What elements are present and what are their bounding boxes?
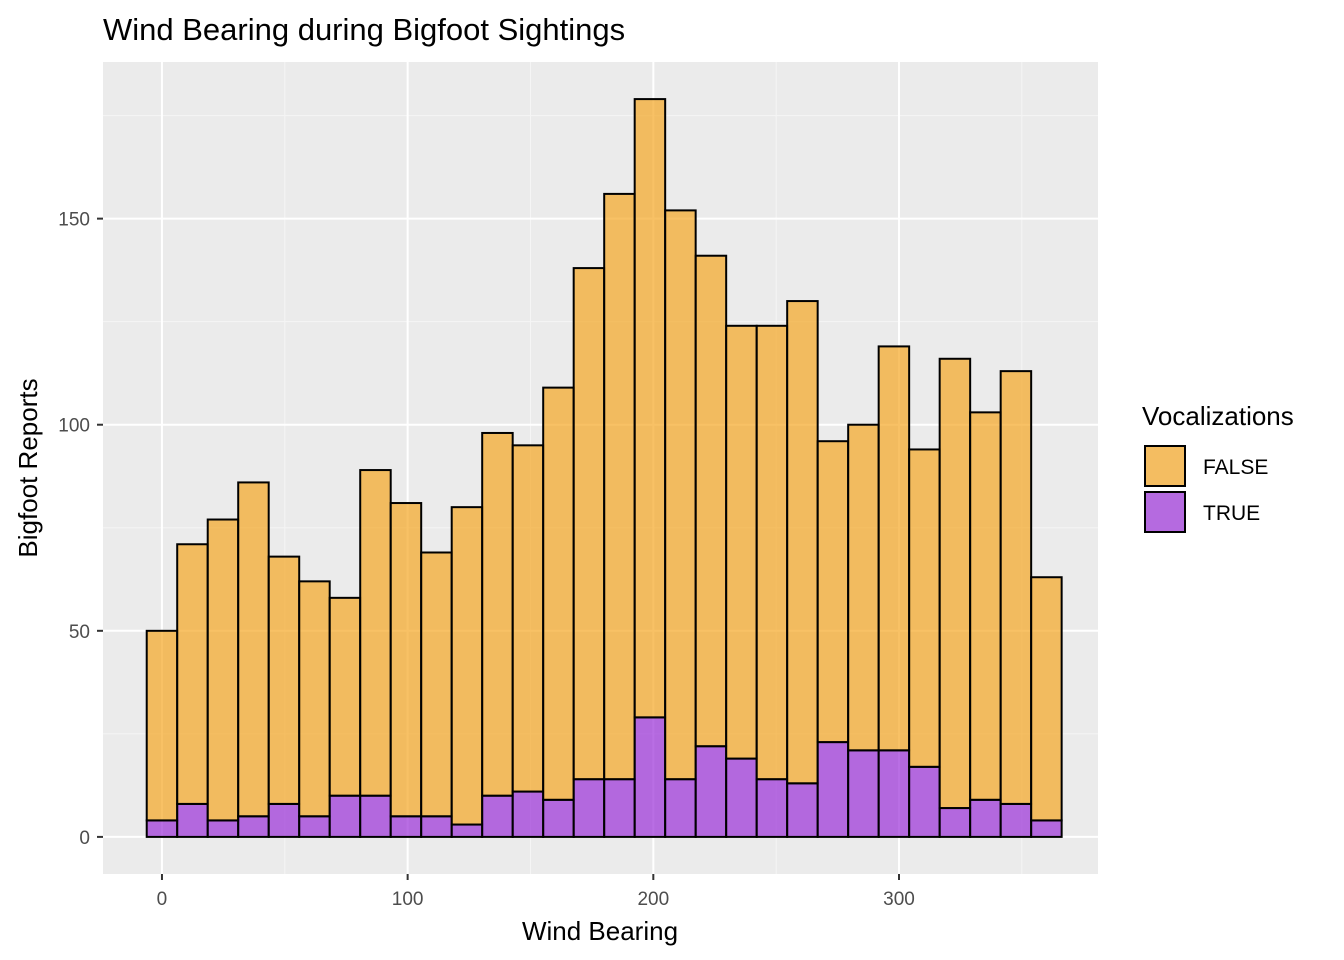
bar-true [542, 798, 575, 838]
bar-true [725, 757, 758, 838]
bar-false [511, 444, 545, 793]
bar-false [999, 370, 1033, 805]
bar-true [908, 765, 941, 838]
legend-label-true: TRUE [1203, 502, 1260, 525]
bar-false [633, 98, 667, 719]
bar-false [206, 518, 240, 822]
bar-false [328, 596, 362, 797]
bar-false [572, 267, 606, 781]
bar-false [267, 555, 301, 805]
bar-false [542, 386, 575, 801]
bar-true [1030, 819, 1063, 838]
bar-true [999, 802, 1033, 838]
bar-true [267, 802, 301, 838]
y-tick-label: 50 [69, 622, 90, 643]
bar-true [938, 807, 972, 838]
bar-false [908, 448, 941, 768]
bar-false [664, 209, 697, 781]
bar-false [298, 580, 331, 818]
bar-false [359, 469, 392, 797]
bar-false [725, 324, 758, 760]
bar-true [206, 819, 240, 838]
bar-false [847, 423, 880, 752]
bar-true [877, 749, 911, 838]
bar-false [176, 543, 209, 805]
bar-false [755, 324, 789, 781]
bar-false [786, 300, 819, 785]
bar-true [359, 794, 392, 838]
bar-false [816, 440, 850, 744]
bar-true [755, 778, 789, 838]
bar-true [633, 716, 667, 838]
x-axis-ticks: 0 100 200 300 [157, 874, 915, 910]
bar-true [328, 794, 362, 838]
bar-true [450, 823, 484, 838]
legend-title: Vocalizations [1142, 401, 1294, 431]
x-tick-label: 300 [883, 889, 915, 910]
bar-true [847, 749, 880, 838]
x-tick-label: 100 [392, 889, 424, 910]
legend-label-false: FALSE [1203, 456, 1268, 479]
bar-true [298, 815, 331, 838]
bar-true [237, 815, 270, 838]
bar-true [145, 819, 179, 838]
bar-true [389, 815, 423, 838]
y-axis-ticks: 0 50 100 150 [58, 210, 103, 849]
legend-swatch-true [1144, 491, 1186, 533]
bar-true [420, 815, 453, 838]
bar-false [877, 345, 911, 752]
bar-true [176, 802, 209, 838]
bar-false [938, 357, 972, 810]
bar-true [664, 778, 697, 838]
bar-true [603, 778, 636, 838]
bar-false [389, 502, 423, 818]
chart-title: Wind Bearing during Bigfoot Sightings [103, 12, 625, 47]
bar-false [420, 551, 453, 818]
legend-swatch-false [1144, 445, 1186, 487]
bar-false [145, 629, 179, 822]
x-tick-label: 200 [637, 889, 669, 910]
histogram-bars [145, 98, 1063, 838]
bar-false [603, 192, 636, 781]
bar-false [969, 411, 1002, 801]
x-axis-title: Wind Bearing [522, 916, 678, 946]
bar-true [969, 798, 1002, 838]
y-tick-label: 150 [58, 210, 90, 231]
bar-false [481, 431, 514, 797]
y-axis-title: Bigfoot Reports [13, 378, 43, 557]
x-tick-label: 0 [157, 889, 168, 910]
bar-true [511, 790, 545, 838]
bar-false [694, 254, 728, 748]
bar-false [237, 481, 270, 818]
bar-false [450, 506, 484, 826]
y-tick-label: 0 [79, 828, 90, 849]
bar-false [1030, 576, 1063, 822]
bar-true [572, 778, 606, 838]
bar-true [786, 782, 819, 838]
y-tick-label: 100 [58, 416, 90, 437]
legend: Vocalizations FALSE TRUE [1142, 401, 1294, 533]
bar-true [481, 794, 514, 838]
bar-true [816, 741, 850, 838]
bar-true [694, 745, 728, 838]
